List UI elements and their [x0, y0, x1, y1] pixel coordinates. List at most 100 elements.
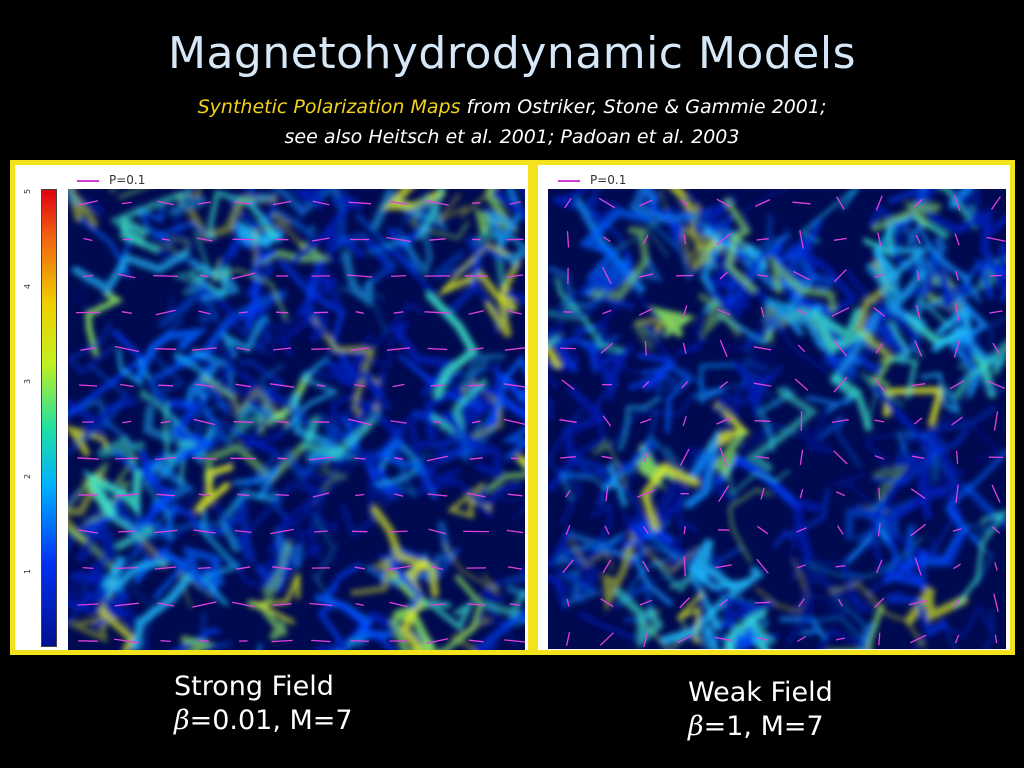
density-filament [167, 398, 220, 463]
polarization-vector [833, 340, 848, 357]
density-filament [788, 524, 819, 583]
polarization-vector [875, 195, 883, 211]
density-filament [135, 502, 178, 541]
polarization-vector [910, 523, 927, 537]
density-filament [82, 469, 142, 518]
density-filament [810, 307, 865, 355]
density-filament [625, 409, 661, 475]
polarization-vector [507, 566, 523, 570]
density-filament [207, 189, 278, 240]
polarization-vector [565, 524, 571, 536]
polarization-vector [312, 200, 330, 206]
polarization-vector [878, 487, 881, 500]
density-filament [252, 283, 328, 331]
density-filament [858, 297, 922, 344]
polarization-vector [197, 201, 212, 205]
polarization-vector [354, 383, 366, 388]
density-filament [316, 358, 384, 399]
polarization-vector [718, 485, 730, 503]
density-filament [906, 220, 972, 280]
polarization-vector [77, 457, 99, 460]
polarization-vector [638, 308, 653, 316]
density-filament [370, 505, 439, 598]
density-filament [871, 202, 941, 232]
density-filament [602, 546, 632, 614]
density-filament [163, 401, 186, 484]
polarization-vector [796, 635, 806, 643]
polarization-vector [235, 383, 252, 388]
density-filament [402, 193, 431, 229]
polarization-vector [835, 565, 846, 568]
polarization-vector [755, 455, 770, 459]
density-filament [102, 555, 169, 602]
density-filament [430, 437, 487, 466]
legend: P=0.1 [77, 173, 145, 187]
density-filament [724, 608, 768, 649]
polarization-vector [192, 457, 217, 460]
polarization-vector [643, 452, 649, 463]
polarization-vector [508, 310, 522, 315]
density-filament [675, 314, 708, 356]
polarization-vector [389, 601, 408, 608]
polarization-vector [82, 274, 94, 278]
polarization-vector [756, 238, 769, 241]
density-filament [71, 249, 191, 295]
polarization-vector [559, 419, 577, 423]
polarization-vector [394, 493, 404, 497]
polarization-vector [156, 493, 175, 497]
polarization-vector [275, 311, 289, 314]
density-filament [641, 321, 679, 390]
density-filament [491, 189, 525, 220]
polarization-vector [877, 232, 882, 247]
polarization-vector [874, 455, 885, 460]
density-filament [437, 189, 497, 222]
density-filament [773, 487, 830, 548]
density-filament [832, 472, 885, 514]
polarization-vector [236, 347, 251, 351]
polarization-vector [836, 196, 845, 210]
polarization-vector [346, 274, 373, 278]
density-filament [480, 589, 525, 619]
density-filament [548, 342, 562, 369]
density-filament [681, 206, 711, 238]
polarization-vector [354, 457, 366, 460]
density-filament [134, 327, 209, 382]
density-filament [710, 284, 772, 319]
polarization-vector [83, 237, 93, 242]
polarization-vector [427, 347, 448, 351]
density-filament [590, 343, 636, 393]
density-filament [599, 282, 662, 341]
polarization-vector [121, 201, 132, 205]
polarization-vector [992, 342, 1000, 354]
density-filament [640, 461, 701, 531]
polarization-vector [153, 274, 179, 278]
polarization-vector [311, 639, 331, 643]
polarization-vector [231, 272, 255, 280]
density-filament [498, 498, 525, 523]
polarization-vector [599, 632, 614, 646]
polarization-vector [392, 383, 405, 388]
polarization-vector [638, 273, 654, 279]
polarization-vector [955, 484, 959, 503]
polarization-vector [355, 311, 364, 314]
density-filament [604, 463, 628, 507]
polarization-vector [234, 201, 253, 205]
density-filament [676, 592, 704, 643]
density-filament [245, 452, 285, 488]
density-filament [358, 400, 442, 452]
density-filament [347, 320, 411, 389]
density-filament [69, 572, 126, 609]
polarization-vector [602, 266, 612, 285]
polarization-vector [796, 527, 807, 533]
density-filament [725, 464, 790, 497]
polarization-vector [954, 302, 960, 322]
density-filament [920, 372, 962, 415]
weak-field-density-map [548, 189, 1006, 649]
density-filament [954, 510, 1006, 608]
polarization-vector [428, 528, 447, 535]
caption-title: Strong Field [174, 671, 334, 702]
density-filament [101, 388, 133, 442]
polarization-vector [311, 348, 331, 350]
density-filament [872, 428, 968, 485]
density-filament [68, 569, 134, 631]
